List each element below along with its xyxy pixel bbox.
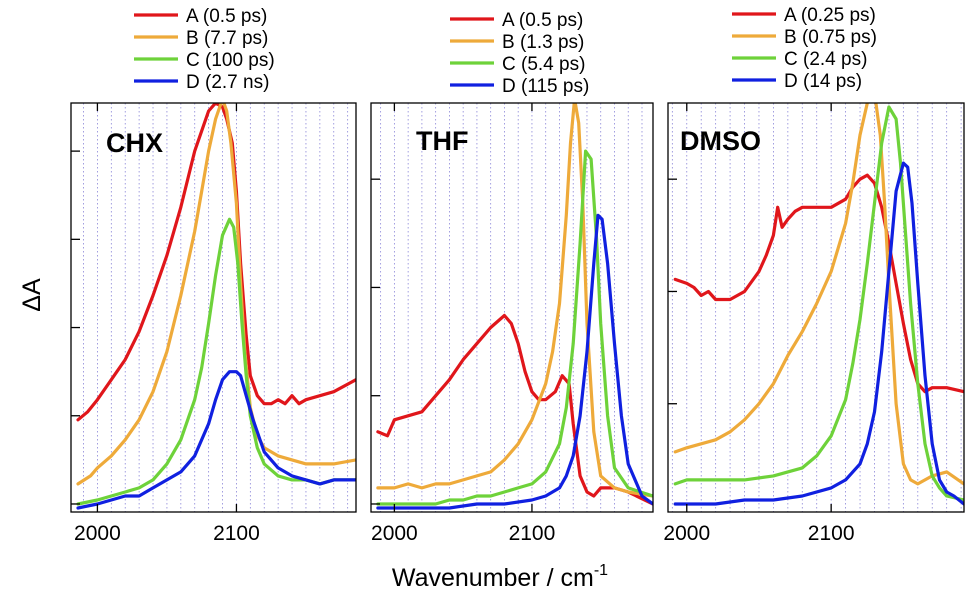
x-axis-label: Wavenumber / cm-1 bbox=[392, 562, 608, 592]
legend-entry: A (0.5 ps) bbox=[186, 6, 267, 27]
x-tick-label: 2100 bbox=[808, 522, 855, 545]
plot-frame bbox=[70, 102, 357, 513]
x-axis-label-superscript: -1 bbox=[594, 562, 608, 579]
legend: A (0.5 ps)B (7.7 ps)C (100 ps)D (2.7 ns) bbox=[134, 6, 275, 93]
series-line-d bbox=[76, 370, 356, 510]
legend-entry: D (115 ps) bbox=[502, 76, 589, 97]
legend-entry: C (2.4 ps) bbox=[784, 49, 867, 70]
series-line-d bbox=[673, 161, 964, 506]
x-tick-label: 2100 bbox=[213, 522, 260, 545]
legend-entry: B (1.3 ps) bbox=[502, 32, 584, 53]
series-line-b bbox=[673, 103, 964, 486]
panel-dmso: 2000 2100 DMSO A (0.25 ps)B (0.75 ps)C (2.4… bbox=[663, 5, 965, 545]
x-tick-label: 2100 bbox=[509, 522, 556, 545]
y-axis-label: ΔA bbox=[18, 278, 46, 312]
series-line-c bbox=[673, 105, 964, 502]
legend-entry: A (0.25 ps) bbox=[784, 5, 876, 26]
x-tick-label: 2000 bbox=[74, 522, 121, 545]
series-line-b bbox=[76, 103, 356, 486]
panel-title: CHX bbox=[106, 128, 163, 158]
plot-frame bbox=[370, 102, 654, 513]
legend-entry: A (0.5 ps) bbox=[502, 10, 583, 31]
x-axis-label-main: Wavenumber / cm bbox=[392, 564, 594, 592]
legend-entry: C (100 ps) bbox=[186, 50, 275, 71]
series-line-b bbox=[376, 103, 653, 498]
legend-entry: D (14 ps) bbox=[784, 71, 862, 92]
plot-frame bbox=[667, 102, 965, 513]
legend-entry: B (0.75 ps) bbox=[784, 27, 877, 48]
legend-entry: D (2.7 ns) bbox=[186, 72, 269, 93]
x-tick-label: 2000 bbox=[663, 522, 710, 545]
series-line-a bbox=[673, 173, 964, 394]
panel-title: DMSO bbox=[680, 126, 761, 156]
legend: A (0.25 ps)B (0.75 ps)C (2.4 ps)D (14 ps… bbox=[732, 5, 877, 92]
series-line-a bbox=[376, 313, 653, 506]
legend-entry: B (7.7 ps) bbox=[186, 28, 268, 49]
panel-chx: 2000 2100 CHX A (0.5 ps)B (7.7 ps)C (100 ps… bbox=[70, 6, 357, 545]
legend-entry: C (5.4 ps) bbox=[502, 54, 585, 75]
panel-thf: 2000 2100 THF A (0.5 ps)B (1.3 ps)C (5.4 ps… bbox=[370, 10, 654, 545]
x-tick-label: 2000 bbox=[371, 522, 418, 545]
series-line-d bbox=[376, 213, 653, 510]
series-line-c bbox=[376, 149, 653, 506]
series-line-c bbox=[76, 217, 356, 506]
panel-title: THF bbox=[416, 126, 468, 156]
legend: A (0.5 ps)B (1.3 ps)C (5.4 ps)D (115 ps) bbox=[450, 10, 589, 97]
